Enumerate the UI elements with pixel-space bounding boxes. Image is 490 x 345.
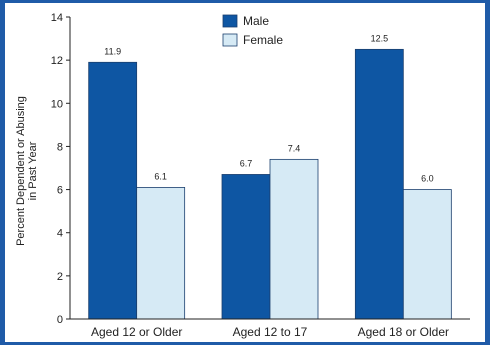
bar-chart: Percent Dependent or Abusing in Past Yea…: [15, 12, 470, 339]
bar-female-2: [269, 158, 319, 320]
legend-label-female: Female: [243, 33, 283, 47]
y-tick-label: 2: [57, 271, 63, 283]
data-label: 11.9: [104, 46, 121, 56]
y-tick-label: 14: [51, 12, 63, 24]
data-label: 6.7: [240, 158, 253, 168]
legend-swatch-female: [222, 33, 238, 47]
legend-swatch-male: [222, 14, 238, 28]
y-tick-label: 6: [57, 185, 63, 197]
y-tick-label: 10: [51, 98, 63, 110]
data-label: 6.1: [154, 171, 167, 181]
bar-male-3: [354, 48, 404, 320]
x-category-label: Aged 12 or Older: [91, 325, 182, 339]
y-axis-label-line-1: Percent Dependent or Abusing: [15, 96, 27, 246]
x-category-label: Aged 18 or Older: [358, 325, 449, 339]
data-label: 12.5: [371, 33, 389, 43]
x-category-label: Aged 12 to 17: [233, 325, 308, 339]
chart-frame: Percent Dependent or Abusing in Past Yea…: [5, 3, 485, 342]
y-tick-label: 0: [57, 314, 63, 326]
y-tick-label: 4: [57, 228, 63, 240]
data-label: 6.0: [421, 174, 434, 184]
bar-female-1: [136, 187, 186, 320]
legend-label-male: Male: [243, 14, 269, 28]
bar-male-2: [221, 174, 271, 320]
y-axis-label: Percent Dependent or Abusing in Past Yea…: [15, 96, 39, 246]
bar-female-3: [402, 189, 452, 320]
y-tick-label: 12: [51, 55, 63, 67]
y-tick-label: 8: [57, 141, 63, 153]
bar-male-1: [88, 61, 138, 320]
data-label: 7.4: [288, 143, 301, 153]
y-axis-label-line-2: in Past Year: [27, 141, 39, 200]
